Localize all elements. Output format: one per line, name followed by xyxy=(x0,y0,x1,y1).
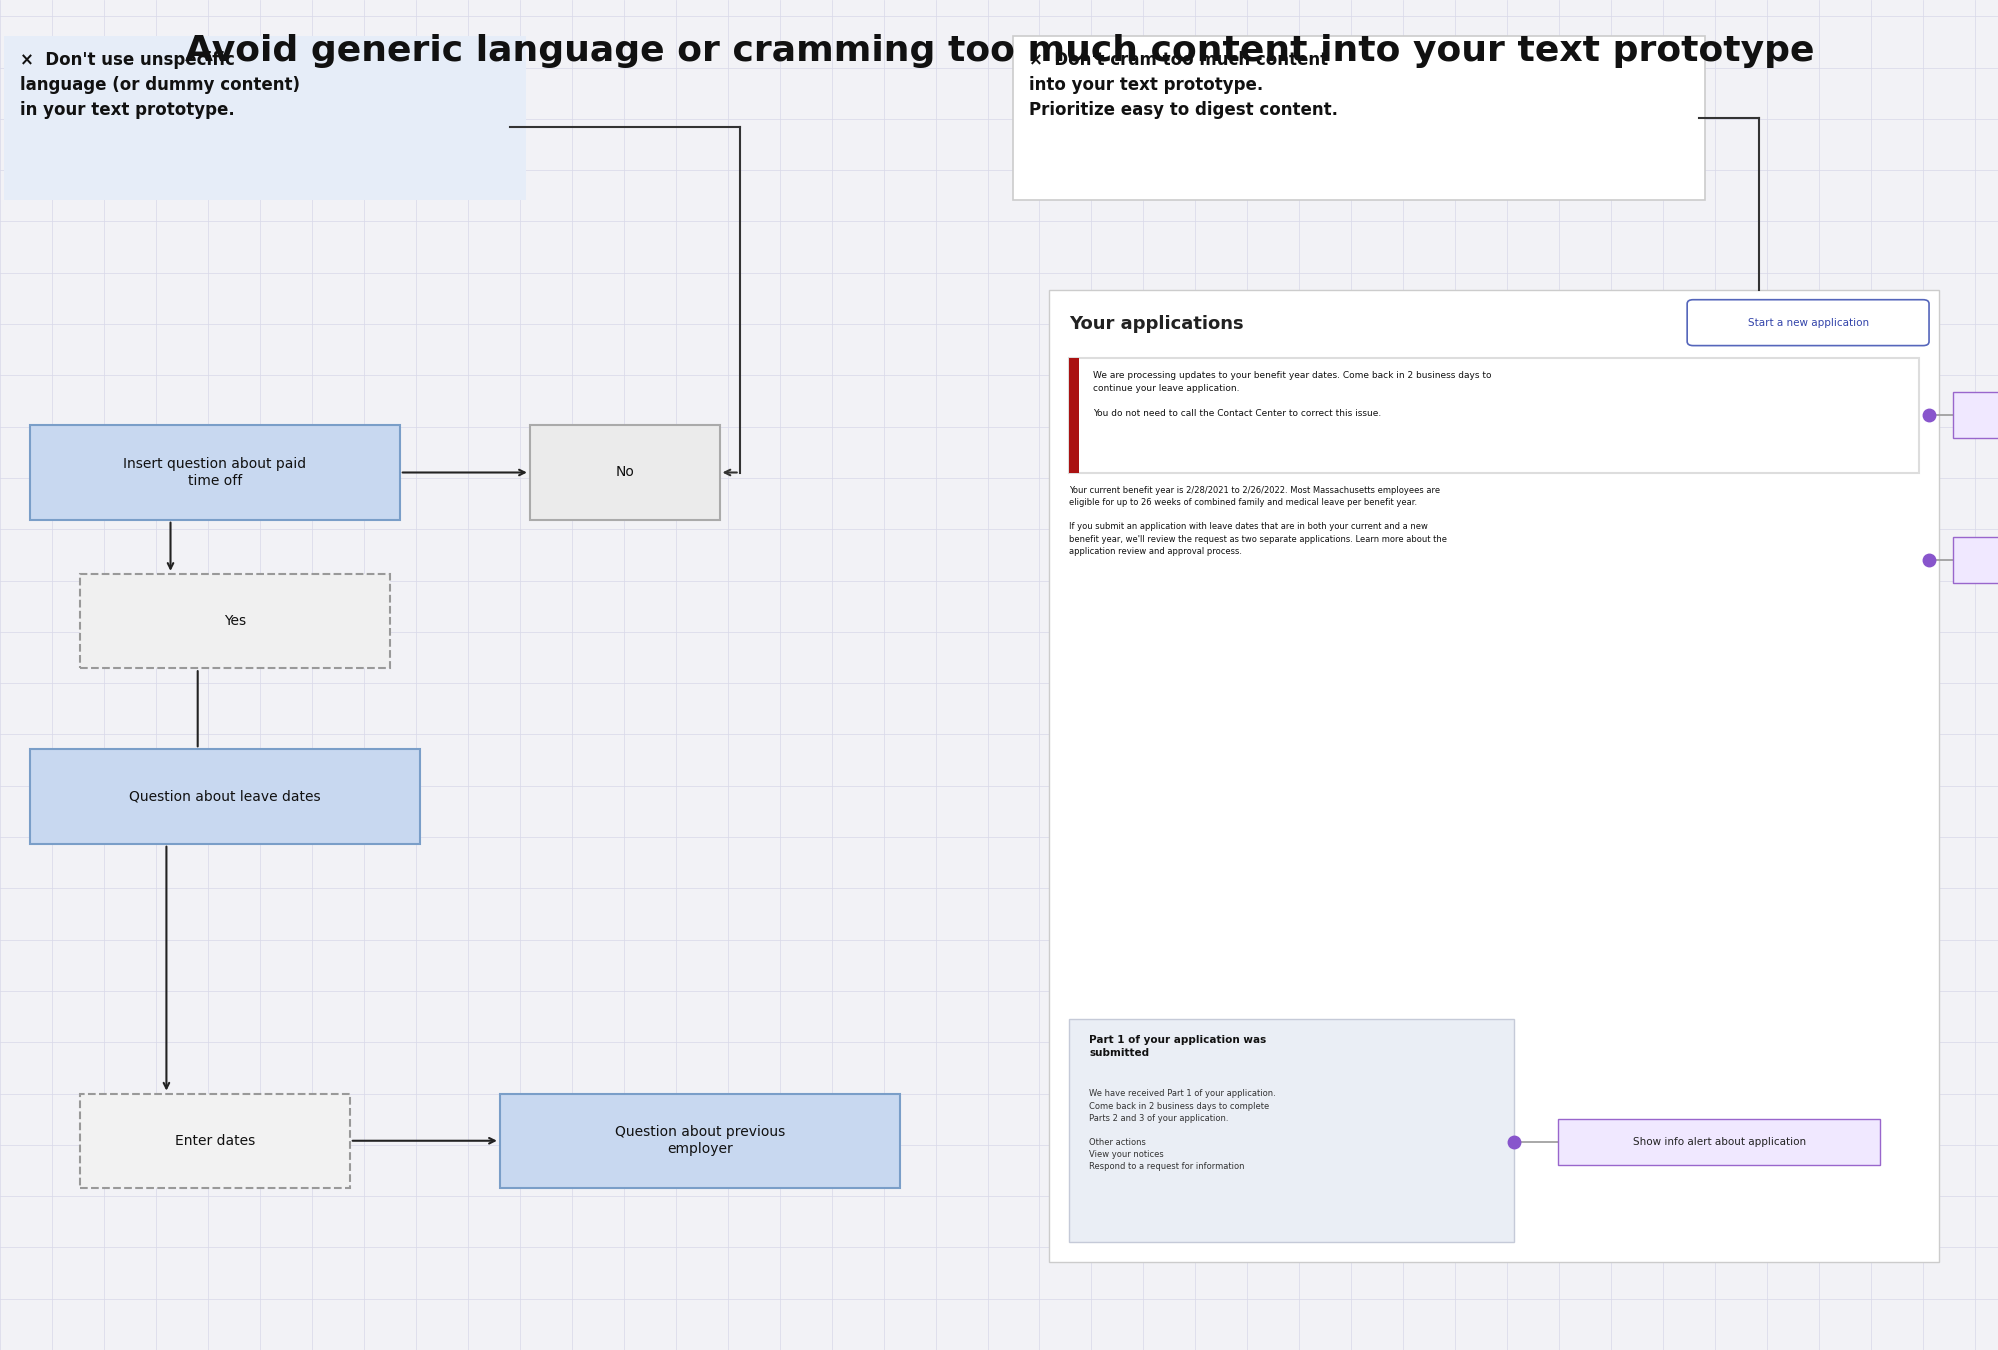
Text: Yes: Yes xyxy=(224,614,246,628)
FancyBboxPatch shape xyxy=(1952,537,1998,583)
Text: Show info alert about application: Show info alert about application xyxy=(1632,1137,1804,1146)
FancyBboxPatch shape xyxy=(1558,1119,1880,1165)
FancyBboxPatch shape xyxy=(1686,300,1928,346)
Bar xyxy=(1069,1019,1514,1242)
Text: Question about previous
employer: Question about previous employer xyxy=(613,1125,785,1157)
Text: Insert question about paid
time off: Insert question about paid time off xyxy=(124,456,306,489)
Text: Part 1 of your application was
submitted: Part 1 of your application was submitted xyxy=(1089,1035,1267,1058)
Text: Enter dates: Enter dates xyxy=(174,1134,256,1148)
Text: ×  Don't cram too much content
into your text prototype.
Prioritize easy to dige: × Don't cram too much content into your … xyxy=(1029,51,1339,119)
Text: No: No xyxy=(615,466,633,479)
Bar xyxy=(80,574,390,668)
Bar xyxy=(30,749,420,844)
FancyBboxPatch shape xyxy=(1013,36,1704,200)
Text: We have received Part 1 of your application.
Come back in 2 business days to com: We have received Part 1 of your applicat… xyxy=(1089,1089,1275,1172)
Bar xyxy=(529,425,719,520)
Bar xyxy=(80,1094,350,1188)
Bar xyxy=(1069,358,1079,472)
Bar xyxy=(1049,290,1938,1262)
FancyBboxPatch shape xyxy=(1952,393,1998,439)
Bar xyxy=(30,425,400,520)
Text: Question about leave dates: Question about leave dates xyxy=(130,790,320,803)
Text: Your current benefit year is 2/28/2021 to 2/26/2022. Most Massachusetts employee: Your current benefit year is 2/28/2021 t… xyxy=(1069,486,1447,556)
Text: We are processing updates to your benefit year dates. Come back in 2 business da: We are processing updates to your benefi… xyxy=(1093,371,1491,417)
Text: Avoid generic language or cramming too much content into your text prototype: Avoid generic language or cramming too m… xyxy=(184,34,1814,68)
Bar xyxy=(500,1094,899,1188)
Text: Start a new application: Start a new application xyxy=(1746,317,1868,328)
Bar xyxy=(1069,358,1918,472)
Text: Your applications: Your applications xyxy=(1069,315,1243,332)
FancyBboxPatch shape xyxy=(4,36,525,200)
Text: ×  Don't use unspecific
language (or dummy content)
in your text prototype.: × Don't use unspecific language (or dumm… xyxy=(20,51,300,119)
